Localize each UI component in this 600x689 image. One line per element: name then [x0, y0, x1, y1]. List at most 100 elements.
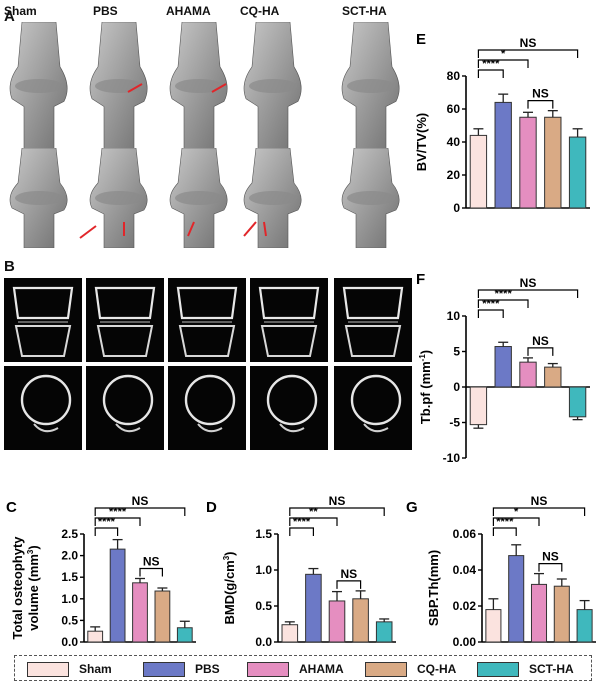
bar-pbs — [109, 548, 126, 643]
panel-b-letter: B — [4, 258, 15, 275]
y-tick-label: 0 — [453, 380, 460, 394]
chart-c-osteophyte: C 0.0 0.5 1.0 1.5 2.0 2.5 Total osteophyty volum… — [6, 494, 196, 649]
red-arrow-0 — [127, 83, 143, 93]
significance-bracket — [139, 567, 163, 577]
y-tick-label: 0.5 — [255, 599, 272, 613]
y-tick-label: -10 — [443, 451, 461, 465]
ct-section-cq-ha-1 — [250, 278, 328, 362]
significance-label: NS — [532, 334, 549, 348]
significance-label: NS — [329, 494, 346, 508]
y-tick-label: 0.00 — [453, 635, 477, 649]
significance-label: NS — [132, 494, 149, 508]
y-tick-label: 1.5 — [255, 527, 272, 541]
significance-bracket — [477, 69, 504, 78]
bar-cq-ha — [544, 366, 562, 388]
group-label-pbs: PBS — [93, 4, 118, 18]
y-axis-label: BV/TV(%) — [414, 113, 429, 172]
red-arrow-4 — [243, 221, 257, 237]
significance-bracket — [289, 527, 314, 536]
significance-label: ** — [309, 506, 318, 518]
red-arrow-6 — [123, 222, 125, 236]
bar-cq-ha — [544, 116, 562, 209]
y-axis-label: BMD(g/cm3) — [222, 551, 237, 624]
bar-ahama — [132, 582, 148, 643]
significance-label: NS — [143, 554, 160, 568]
significance-label: NS — [520, 36, 537, 50]
ct-section-cq-ha-2 — [250, 366, 328, 450]
bone-render-cq-ha-2 — [243, 148, 302, 248]
bone-render-sct-ha-2 — [341, 148, 400, 248]
y-tick-label: 0.04 — [453, 563, 477, 577]
y-tick-label: 1.0 — [61, 592, 78, 606]
y-tick-label: 60 — [447, 102, 461, 116]
ct-section-sham-1 — [4, 278, 82, 362]
red-arrow-1 — [211, 83, 227, 93]
significance-bracket — [477, 59, 529, 68]
bar-cq-ha — [352, 598, 369, 643]
bone-render-sct-ha-1 — [341, 22, 400, 150]
significance-bracket — [477, 289, 579, 298]
significance-bracket — [94, 527, 119, 536]
y-tick-label: 10 — [447, 309, 461, 323]
y-tick-label: 0 — [453, 201, 460, 215]
bar-sct-ha — [568, 136, 587, 209]
bar-sham — [485, 609, 502, 643]
bar-sct-ha — [176, 627, 193, 643]
legend-label-pbs: PBS — [195, 662, 220, 676]
group-label-cq-ha: CQ-HA — [240, 4, 280, 18]
y-axis-label-line2: volume (mm3) — [26, 545, 41, 630]
legend-swatch-cq-ha — [365, 661, 407, 677]
significance-bracket — [94, 507, 186, 516]
legend-swatch-ahama — [247, 661, 289, 677]
bar-pbs — [494, 346, 512, 388]
significance-label: **** — [293, 516, 311, 528]
bar-sham — [281, 624, 299, 643]
y-tick-label: 80 — [447, 69, 461, 83]
legend-swatch-pbs — [143, 661, 185, 677]
legend-label-cq-ha: CQ-HA — [417, 662, 457, 676]
y-tick-label: 40 — [447, 135, 461, 149]
bar-pbs — [508, 555, 525, 643]
group-label-ahama: AHAMA — [166, 4, 211, 18]
ct-section-ahama-1 — [168, 278, 246, 362]
significance-label: **** — [495, 288, 513, 300]
chart-f-tb-pf: F -10 -5 0 5 10 Tb.pf (mm-1) NS ******** NS — [416, 271, 590, 465]
y-tick-label: 1.5 — [61, 570, 78, 584]
significance-bracket — [527, 347, 554, 356]
significance-label: NS — [531, 494, 548, 508]
bone-render-sham-2 — [9, 148, 68, 248]
significance-label: * — [514, 506, 519, 518]
group-label-sct-ha: SCT-HA — [342, 4, 387, 18]
y-axis-label: Total osteophyty — [10, 536, 25, 640]
bone-render-cq-ha-1 — [243, 22, 302, 150]
legend-swatch-sct-ha — [477, 661, 519, 677]
ct-section-sct-ha-1 — [334, 278, 412, 362]
y-tick-label: 0.0 — [255, 635, 272, 649]
significance-label: * — [501, 48, 506, 60]
chart-e-bv-tv: E 0 20 40 60 80 BV/TV(%) NS ***** NS — [414, 31, 590, 215]
chart-g-sbp-th: G 0.00 0.02 0.04 0.06 SBP.Th(mm) NS ***** NS — [406, 494, 596, 649]
significance-bracket — [492, 507, 586, 516]
bone-render-ahama-1 — [169, 22, 228, 150]
significance-bracket — [538, 563, 563, 572]
legend-item-sham: Sham — [27, 661, 112, 677]
significance-bracket — [477, 49, 579, 58]
significance-label: NS — [532, 87, 549, 101]
bar-sct-ha — [576, 609, 593, 643]
significance-bracket — [527, 100, 554, 109]
y-tick-label: 1.0 — [255, 563, 272, 577]
ct-section-pbs-1 — [86, 278, 164, 362]
ct-section-sham-2 — [4, 366, 82, 450]
bar-ahama — [519, 116, 537, 209]
significance-label: NS — [520, 276, 537, 290]
y-tick-label: 0.02 — [453, 599, 477, 613]
significance-bracket — [492, 527, 517, 536]
significance-bracket — [492, 517, 540, 526]
red-arrow-3 — [187, 221, 195, 237]
bar-sham — [87, 630, 104, 643]
bar-sct-ha — [568, 386, 587, 418]
bar-ahama — [519, 361, 537, 388]
legend-label-sct-ha: SCT-HA — [529, 662, 574, 676]
bar-pbs — [305, 573, 322, 643]
y-tick-label: 0.5 — [61, 613, 78, 627]
